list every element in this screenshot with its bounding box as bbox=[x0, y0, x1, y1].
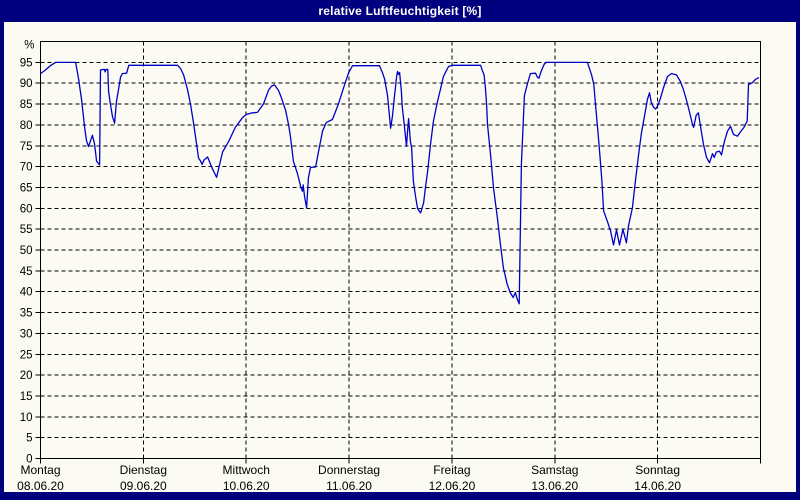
y-tick-label: 75 bbox=[20, 141, 33, 153]
y-tick-label: 70 bbox=[20, 162, 33, 174]
y-tick-label: 20 bbox=[20, 370, 33, 382]
y-tick-label: 5 bbox=[26, 433, 32, 445]
date-label: 12.06.20 bbox=[428, 479, 476, 493]
date-label: 09.06.20 bbox=[119, 479, 167, 493]
y-tick-label: 15 bbox=[20, 391, 33, 403]
y-tick-label: 60 bbox=[20, 203, 33, 215]
plot-frame bbox=[40, 41, 761, 459]
y-tick-label: 95 bbox=[20, 57, 33, 69]
humidity-line bbox=[39, 61, 760, 305]
date-label: 11.06.20 bbox=[326, 479, 372, 493]
y-tick-label: 80 bbox=[20, 120, 33, 132]
day-label: Samstag bbox=[531, 463, 579, 477]
date-label: 13.06.20 bbox=[531, 479, 579, 493]
plot-background bbox=[4, 22, 796, 492]
y-tick-label: 65 bbox=[20, 182, 33, 194]
y-tick-label: 55 bbox=[20, 224, 33, 236]
y-tick-label: 40 bbox=[20, 287, 33, 299]
y-tick-label: 35 bbox=[20, 308, 33, 320]
chart-title: relative Luftfeuchtigkeit [%] bbox=[318, 4, 482, 18]
title-bar: relative Luftfeuchtigkeit [%] bbox=[0, 0, 800, 22]
date-label: 10.06.20 bbox=[222, 479, 270, 493]
day-label: Sonntag bbox=[635, 463, 680, 477]
humidity-chart: 0 5 10 15 20 25 30 35 40 45 50 55 60 65 70 75 80 85 90 95% bbox=[20, 40, 761, 466]
y-tick-label: 10 bbox=[20, 412, 33, 424]
y-tick-label: 85 bbox=[20, 99, 33, 111]
y-axis-unit-label: % bbox=[24, 40, 34, 52]
y-tick-label: 0 bbox=[26, 454, 32, 466]
day-label: Donnerstag bbox=[318, 463, 381, 477]
y-tick-label: 45 bbox=[20, 266, 33, 278]
date-label: 14.06.20 bbox=[634, 479, 681, 493]
y-tick-label: 90 bbox=[20, 78, 33, 90]
day-label: Dienstag bbox=[119, 463, 168, 477]
day-label: Freitag bbox=[433, 463, 471, 477]
y-tick-label: 30 bbox=[20, 328, 33, 340]
date-label: 08.06.20 bbox=[17, 479, 64, 493]
y-tick-label: 25 bbox=[20, 349, 33, 361]
day-label: Mittwoch bbox=[222, 463, 270, 477]
day-label: Montag bbox=[20, 463, 61, 477]
y-tick-label: 50 bbox=[20, 245, 33, 257]
